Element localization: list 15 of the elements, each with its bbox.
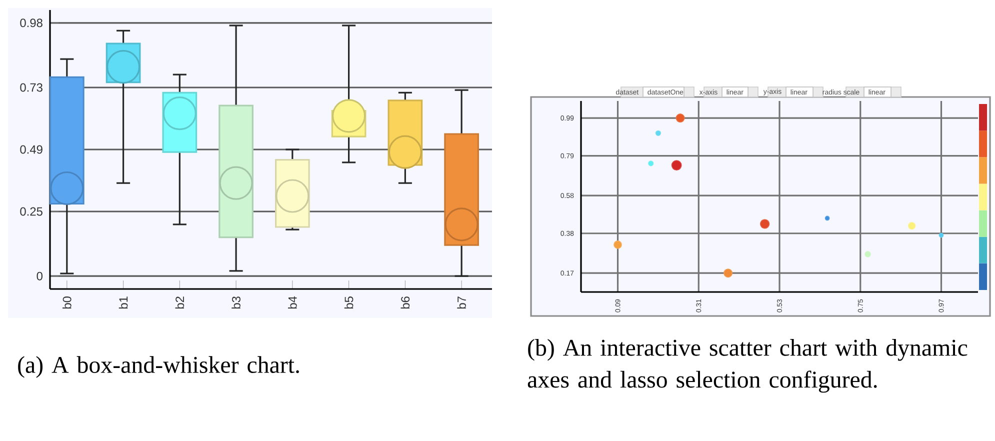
x-tick-label: b5: [344, 296, 354, 309]
x-tick-label: b1: [118, 296, 128, 309]
x-tick-label: b3: [232, 296, 240, 309]
y-tick-label: 0.49: [20, 145, 42, 154]
y-tick-label: 0: [36, 272, 42, 280]
x-tick-label: b7: [457, 296, 466, 309]
x-tick-label: b0: [62, 296, 72, 309]
x-tick-label: b4: [288, 296, 297, 309]
y-tick-label: 0.98: [20, 18, 42, 28]
text: (a) A box-and-whisker chart.: [18, 356, 299, 378]
y-tick-label: 0.25: [20, 207, 42, 216]
text: (b) An interactive scatter chart with dynamic axes and lasso selection configured.: [528, 339, 968, 393]
x-tick-label: b6: [400, 296, 410, 309]
y-tick-label: 0.73: [20, 83, 42, 92]
x-tick-label: b2: [175, 296, 184, 309]
